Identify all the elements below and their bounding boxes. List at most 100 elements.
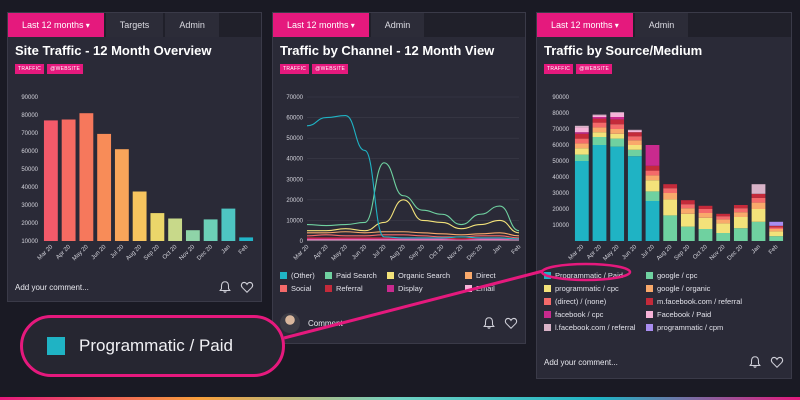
stacked-bar-segment[interactable] — [574, 127, 589, 133]
stacked-bar-segment[interactable] — [592, 122, 607, 128]
website-badge[interactable]: @WEBSITE — [47, 64, 84, 74]
bar[interactable] — [185, 230, 200, 241]
stacked-bar-segment[interactable] — [610, 133, 625, 139]
stacked-bar-segment[interactable] — [610, 119, 625, 125]
tab-last-12-months[interactable]: Last 12 months — [273, 13, 369, 37]
legend-item[interactable]: google / cpc — [646, 269, 786, 282]
comment-label[interactable]: Comment — [308, 318, 343, 328]
legend-item[interactable]: facebook / cpc — [544, 308, 646, 321]
stacked-bar-segment[interactable] — [733, 228, 748, 241]
stacked-bar-segment[interactable] — [610, 138, 625, 147]
stacked-bar-segment[interactable] — [610, 117, 625, 120]
series-line[interactable] — [306, 114, 520, 240]
traffic-badge[interactable]: TRAFFIC — [544, 64, 574, 74]
legend-item[interactable]: Facebook / Paid — [646, 308, 786, 321]
stacked-bar-segment[interactable] — [769, 236, 784, 241]
stacked-bar-segment[interactable] — [610, 112, 625, 113]
bar[interactable] — [43, 120, 58, 241]
traffic-badge[interactable]: TRAFFIC — [15, 64, 45, 74]
stacked-bar-segment[interactable] — [751, 221, 766, 241]
stacked-bar-segment[interactable] — [645, 180, 660, 192]
stacked-bar-segment[interactable] — [592, 115, 607, 117]
stacked-bar-segment[interactable] — [769, 229, 784, 232]
bell-icon[interactable] — [482, 316, 496, 330]
stacked-bar-segment[interactable] — [680, 226, 695, 241]
stacked-bar-segment[interactable] — [645, 145, 660, 166]
stacked-bar-segment[interactable] — [592, 118, 607, 123]
stacked-bar-segment[interactable] — [627, 130, 642, 133]
heart-icon[interactable] — [504, 316, 518, 330]
legend-item[interactable]: Organic Search — [387, 269, 465, 282]
series-line[interactable] — [306, 162, 520, 232]
series-line[interactable] — [307, 231, 520, 237]
stacked-bar-segment[interactable] — [716, 223, 731, 233]
bar[interactable] — [203, 219, 218, 241]
tab-last-12-months[interactable]: Last 12 months — [8, 13, 104, 37]
legend-item[interactable]: (Other) — [280, 269, 325, 282]
stacked-bar-segment[interactable] — [627, 149, 642, 157]
stacked-bar-segment[interactable] — [698, 205, 713, 209]
tab-admin[interactable]: Admin — [370, 13, 425, 37]
stacked-bar-segment[interactable] — [680, 208, 695, 214]
legend-item[interactable]: google / organic — [646, 282, 786, 295]
tab-last-12-months[interactable]: Last 12 months — [537, 13, 633, 37]
stacked-bar-segment[interactable] — [645, 165, 660, 171]
stacked-bar-segment[interactable] — [680, 200, 695, 205]
stacked-bar-segment[interactable] — [680, 213, 695, 227]
stacked-bar-segment[interactable] — [663, 193, 678, 200]
traffic-badge[interactable]: TRAFFIC — [280, 64, 310, 74]
bar[interactable] — [132, 191, 147, 242]
stacked-bar-segment[interactable] — [627, 145, 642, 150]
stacked-bar-segment[interactable] — [592, 145, 607, 241]
stacked-bar-segment[interactable] — [592, 114, 607, 116]
bell-icon[interactable] — [748, 355, 762, 369]
stacked-bar-segment[interactable] — [769, 227, 784, 229]
stacked-bar-segment[interactable] — [751, 193, 766, 198]
stacked-bar-segment[interactable] — [663, 184, 678, 189]
tab-admin[interactable]: Admin — [634, 13, 689, 37]
heart-icon[interactable] — [770, 355, 784, 369]
bar[interactable] — [79, 113, 94, 241]
legend-item[interactable]: programmatic / cpm — [646, 321, 786, 334]
stacked-bar-segment[interactable] — [592, 127, 607, 133]
stacked-bar-segment[interactable] — [751, 184, 766, 194]
stacked-bar-segment[interactable] — [716, 233, 731, 241]
stacked-bar-segment[interactable] — [610, 124, 625, 129]
stacked-bar-segment[interactable] — [751, 202, 766, 209]
stacked-bar-segment[interactable] — [627, 129, 642, 131]
heart-icon[interactable] — [240, 280, 254, 294]
stacked-bar-segment[interactable] — [733, 205, 748, 209]
stacked-bar-segment[interactable] — [680, 204, 695, 209]
legend-item[interactable]: Paid Search — [325, 269, 387, 282]
stacked-bar-segment[interactable] — [645, 170, 660, 176]
tab-admin[interactable]: Admin — [165, 13, 219, 37]
legend-item[interactable]: programmatic / cpc — [544, 282, 646, 295]
bar[interactable] — [221, 208, 236, 241]
stacked-bar-segment[interactable] — [645, 201, 660, 241]
stacked-bar-segment[interactable] — [574, 138, 589, 144]
legend-item[interactable]: Email — [465, 282, 513, 295]
stacked-bar-segment[interactable] — [610, 129, 625, 134]
legend-item[interactable]: l.facebook.com / referral — [544, 321, 646, 334]
legend-item[interactable]: m.facebook.com / referral — [646, 295, 786, 308]
stacked-bar-segment[interactable] — [698, 217, 713, 229]
stacked-bar-segment[interactable] — [645, 191, 660, 201]
website-badge[interactable]: @WEBSITE — [312, 64, 349, 74]
stacked-bar-segment[interactable] — [574, 143, 589, 149]
stacked-bar-segment[interactable] — [592, 137, 607, 145]
website-badge[interactable]: @WEBSITE — [576, 64, 613, 74]
stacked-bar-segment[interactable] — [592, 132, 607, 137]
bar[interactable] — [61, 119, 76, 242]
stacked-bar-segment[interactable] — [574, 154, 589, 161]
bar[interactable] — [114, 149, 129, 241]
legend-item[interactable]: (direct) / (none) — [544, 295, 646, 308]
stacked-bar-segment[interactable] — [733, 208, 748, 213]
stacked-bar-segment[interactable] — [751, 197, 766, 203]
stacked-bar-segment[interactable] — [663, 199, 678, 216]
stacked-bar-segment[interactable] — [716, 213, 731, 217]
stacked-bar-segment[interactable] — [733, 217, 748, 229]
stacked-bar-segment[interactable] — [627, 136, 642, 141]
legend-item[interactable]: Social — [280, 282, 325, 295]
stacked-bar-segment[interactable] — [574, 148, 589, 155]
stacked-bar-segment[interactable] — [645, 175, 660, 181]
